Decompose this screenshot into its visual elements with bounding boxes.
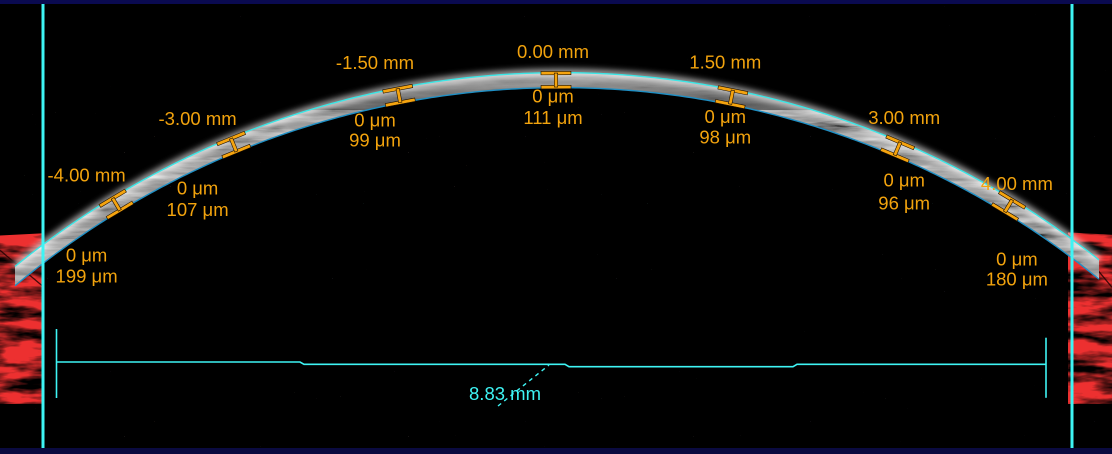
svg-text:4.00 mm: 4.00 mm	[981, 173, 1053, 194]
svg-text:0 μm: 0 μm	[532, 85, 574, 106]
svg-text:1.50 mm: 1.50 mm	[689, 51, 761, 72]
svg-text:0 μm: 0 μm	[66, 244, 108, 265]
svg-text:0 μm: 0 μm	[354, 110, 396, 131]
svg-text:-4.00 mm: -4.00 mm	[48, 165, 126, 186]
svg-text:0 μm: 0 μm	[996, 248, 1038, 269]
svg-text:199 μm: 199 μm	[56, 266, 118, 287]
svg-text:0 μm: 0 μm	[705, 106, 747, 127]
svg-text:0 μm: 0 μm	[883, 170, 925, 191]
svg-text:107 μm: 107 μm	[167, 199, 229, 220]
svg-text:99 μm: 99 μm	[349, 129, 401, 150]
svg-text:8.83 mm: 8.83 mm	[469, 383, 541, 404]
svg-text:98 μm: 98 μm	[699, 126, 751, 147]
svg-text:111 μm: 111 μm	[523, 107, 582, 128]
svg-text:0.00 mm: 0.00 mm	[517, 41, 589, 62]
svg-text:3.00 mm: 3.00 mm	[868, 107, 940, 128]
svg-text:-3.00 mm: -3.00 mm	[159, 108, 237, 129]
svg-text:-1.50 mm: -1.50 mm	[336, 52, 414, 73]
svg-text:0 μm: 0 μm	[177, 178, 219, 199]
svg-text:96 μm: 96 μm	[878, 192, 930, 213]
svg-text:180 μm: 180 μm	[986, 269, 1048, 290]
